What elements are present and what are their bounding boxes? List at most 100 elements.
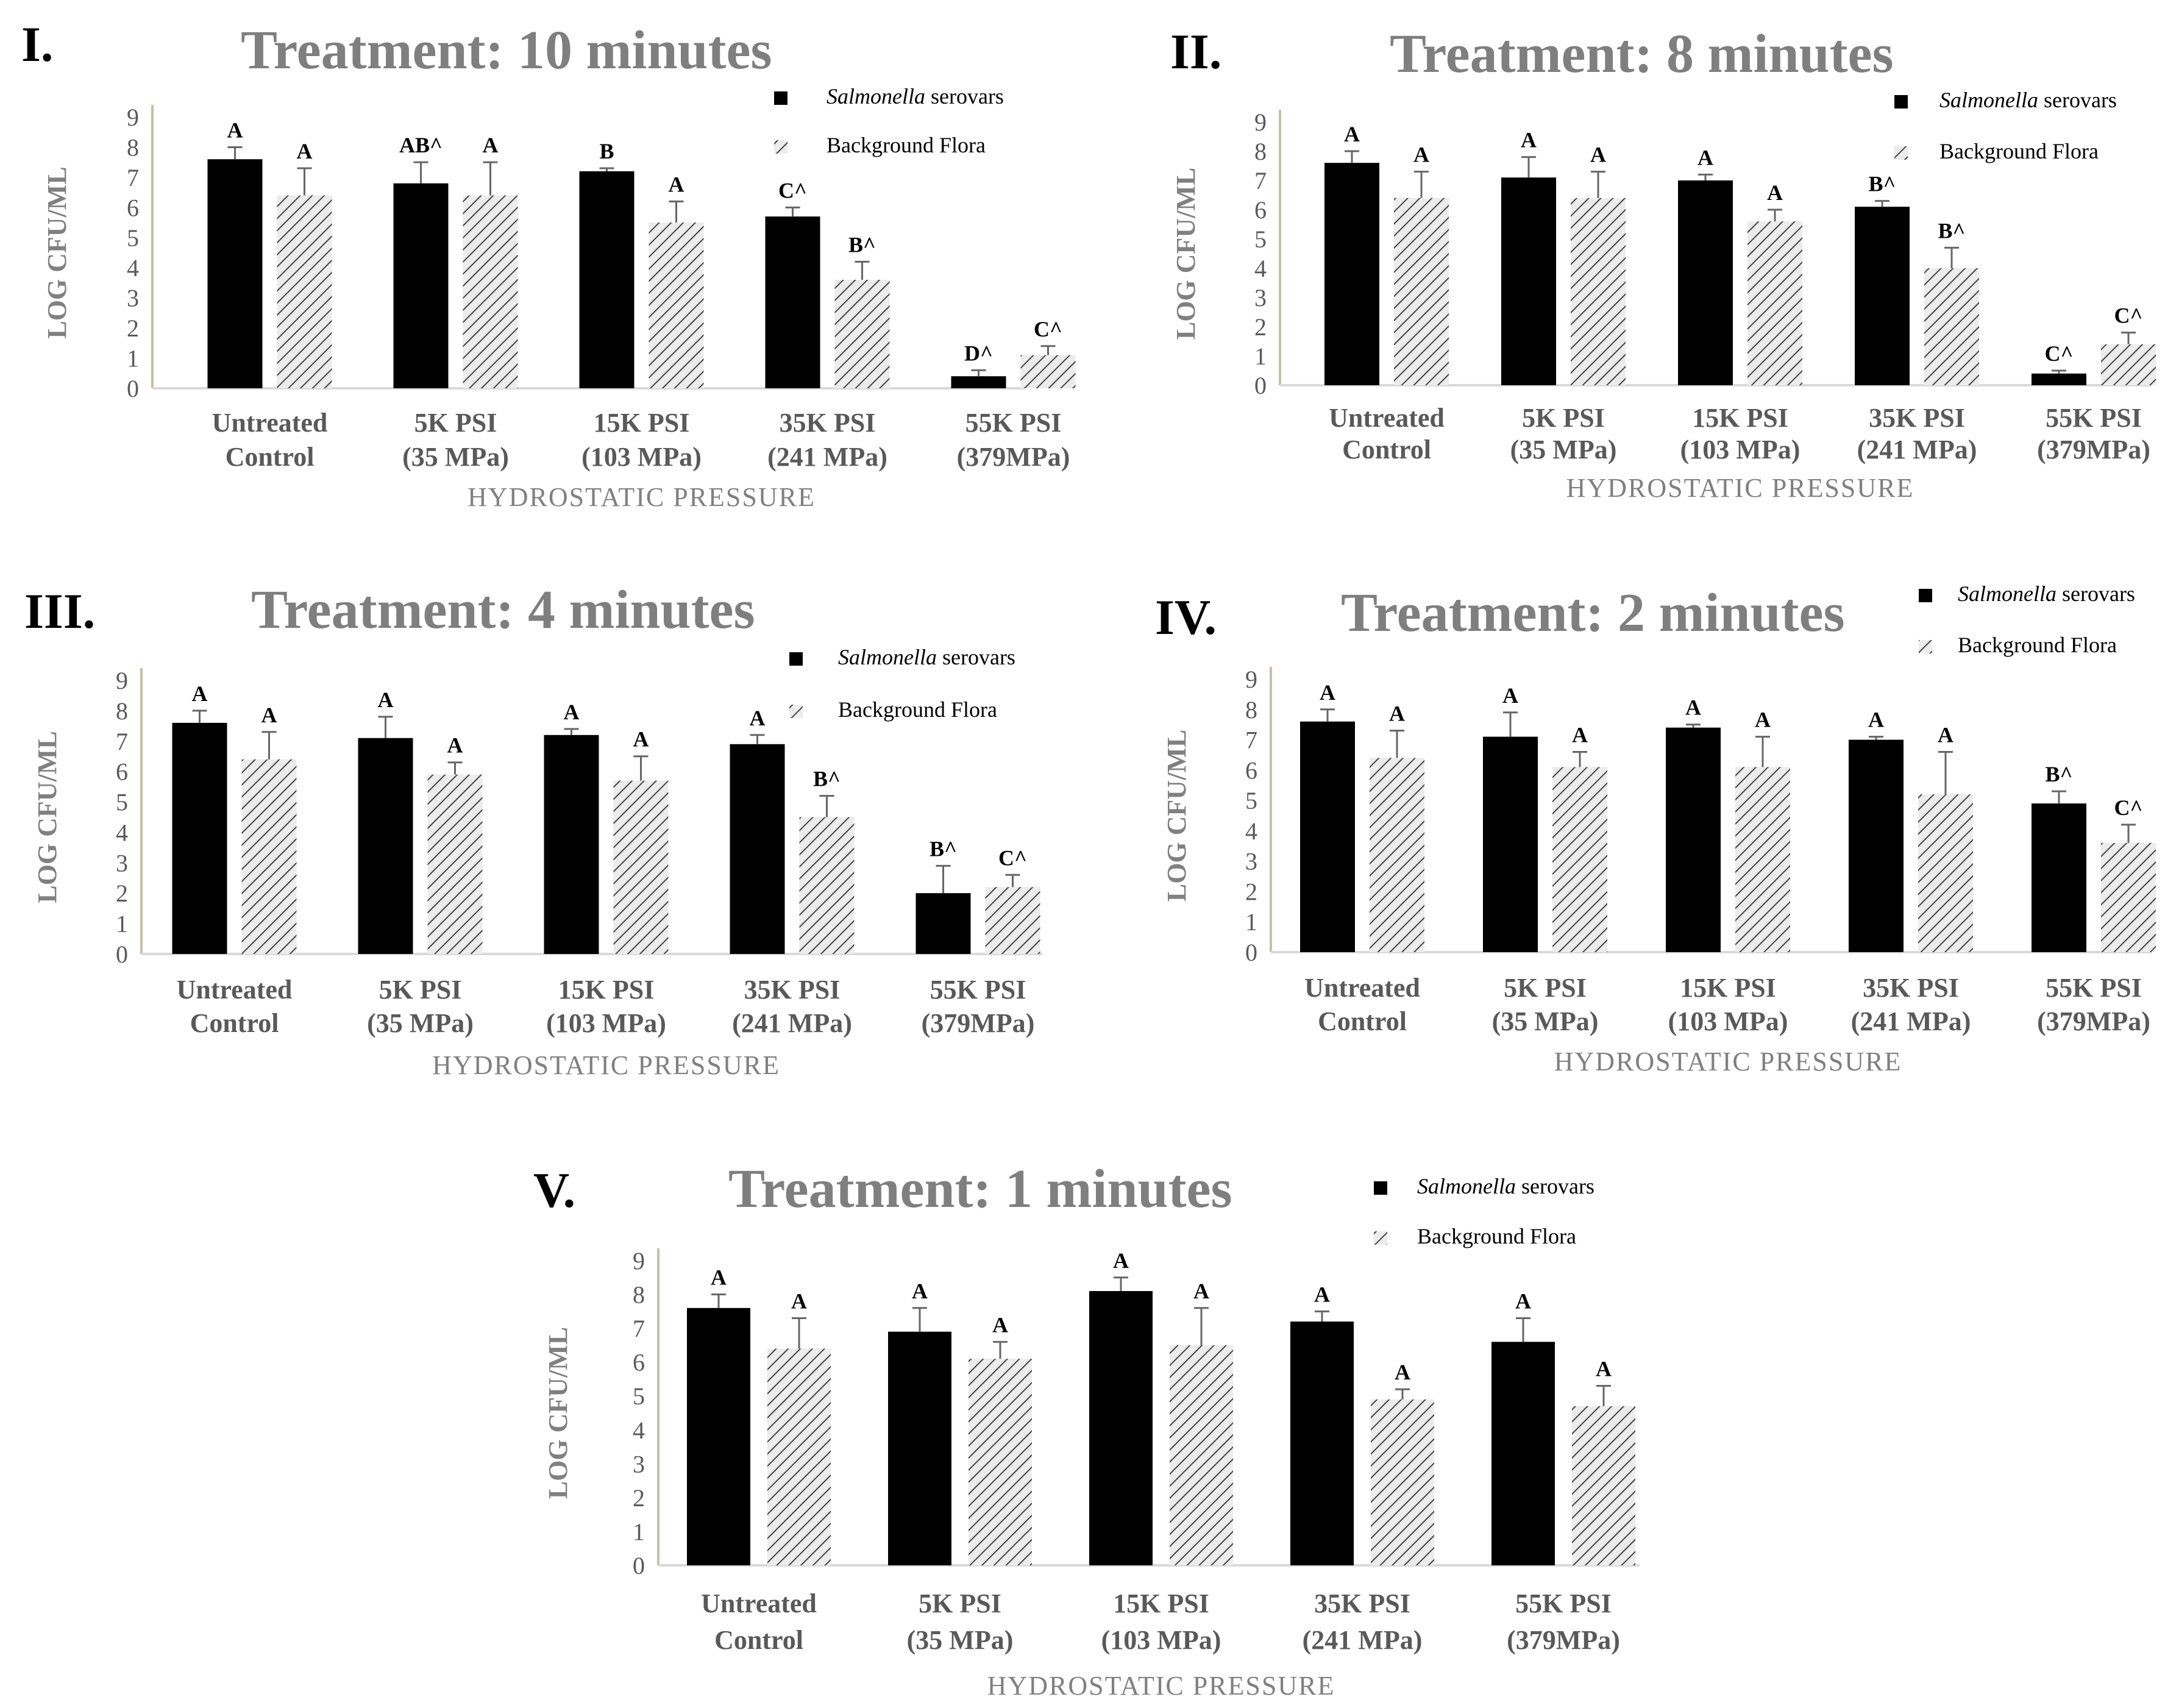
significance-letter: A (1515, 1289, 1531, 1313)
bar-salmonella (2032, 373, 2086, 385)
x-tick-label: 5K PSI (414, 408, 497, 438)
legend-label-background-flora: Background Flora (1417, 1224, 1576, 1248)
x-tick-label: (35 MPa) (907, 1625, 1014, 1655)
bar-salmonella (1483, 736, 1538, 952)
significance-letter: A (633, 727, 649, 752)
bar-background-flora (799, 817, 855, 954)
y-tick-label: 5 (127, 224, 139, 252)
legend-swatch-background-flora (1894, 146, 1908, 160)
bar-salmonella (1324, 163, 1379, 385)
y-tick-label: 2 (1245, 878, 1257, 905)
significance-letter: A (1685, 696, 1701, 720)
bar-background-flora (649, 222, 704, 388)
bar-salmonella (358, 738, 413, 954)
significance-letter: B^ (1869, 172, 1896, 196)
x-tick-label: (379MPa) (957, 442, 1070, 472)
legend-swatch-salmonella (1919, 589, 1932, 602)
y-tick-label: 9 (116, 667, 128, 694)
x-axis-label: HYDROSTATIC PRESSURE (987, 1671, 1335, 1701)
bar-salmonella (888, 1331, 951, 1565)
panel-label: V. (533, 1162, 575, 1218)
significance-letter: A (1413, 143, 1429, 167)
y-axis-label: LOG CFU/ML (1162, 730, 1192, 902)
significance-letter: C^ (2045, 341, 2074, 366)
y-tick-label: 3 (1245, 848, 1257, 875)
significance-letter: A (1868, 708, 1884, 732)
bar-salmonella (2032, 803, 2086, 952)
x-tick-label: Untreated (1329, 403, 1445, 433)
legend-salmonella-italic: Salmonella (1958, 582, 2057, 606)
bar-background-flora (969, 1359, 1032, 1565)
x-tick-label: 15K PSI (558, 975, 655, 1005)
x-tick-label: 15K PSI (1680, 973, 1776, 1003)
x-tick-label: 15K PSI (1692, 403, 1788, 433)
significance-letter: B^ (2046, 762, 2073, 786)
x-tick-label: (379MPa) (2037, 1006, 2150, 1036)
y-tick-label: 2 (1254, 313, 1267, 341)
x-tick-label: (103 MPa) (1680, 435, 1801, 464)
y-tick-label: 1 (1245, 908, 1257, 936)
x-tick-label: 55K PSI (2046, 403, 2142, 433)
significance-letter: A (378, 688, 394, 712)
x-tick-label: (103 MPa) (546, 1008, 666, 1038)
legend: Salmonella serovars Background Flora (1894, 88, 2117, 163)
significance-letter: B^ (1938, 218, 1966, 243)
x-tick-label: (241 MPa) (1303, 1625, 1423, 1655)
legend-salmonella-italic: Salmonella (827, 84, 925, 109)
significance-letter: A (1521, 128, 1537, 152)
legend-swatch-salmonella (774, 91, 787, 105)
panel-label: IV. (1155, 589, 1217, 645)
x-tick-label: Untreated (1304, 973, 1420, 1003)
y-tick-label: 8 (1245, 696, 1257, 724)
y-tick-label: 8 (127, 133, 139, 161)
x-tick-label: Untreated (177, 975, 293, 1005)
significance-letter: A (261, 703, 277, 727)
bar-salmonella (1501, 177, 1556, 385)
x-tick-label: (35 MPa) (1492, 1006, 1599, 1036)
significance-letter: A (1596, 1357, 1612, 1381)
y-tick-label: 8 (1254, 138, 1267, 165)
x-tick-label: (241 MPa) (1851, 1006, 1971, 1036)
x-tick-label: (35 MPa) (1510, 435, 1617, 464)
significance-letter: A (227, 118, 243, 142)
legend-salmonella-suffix: serovars (2057, 582, 2135, 606)
x-tick-label: Control (1318, 1006, 1407, 1036)
bar-salmonella (1290, 1322, 1354, 1565)
panel-label: I. (21, 16, 53, 72)
x-tick-label: (241 MPa) (1857, 435, 1977, 464)
significance-letter: C^ (998, 845, 1027, 870)
bar-salmonella (1678, 180, 1733, 385)
y-tick-label: 1 (1254, 343, 1267, 370)
bar-background-flora (463, 195, 518, 388)
significance-letter: A (992, 1312, 1008, 1337)
chart-panel-3: III. Treatment: 4 minutes 0 1 2 3 4 5 6 7 8 9 LOG CF… (24, 580, 1042, 1080)
y-tick-label: 7 (633, 1315, 645, 1342)
x-tick-label: (241 MPa) (732, 1008, 852, 1038)
x-tick-label: 15K PSI (1113, 1589, 1209, 1618)
legend-salmonella-italic: Salmonella (1417, 1174, 1516, 1198)
y-tick-label: 8 (116, 697, 128, 725)
y-tick-label: 4 (127, 254, 139, 282)
bar-background-flora (1747, 221, 1802, 385)
x-tick-label: 5K PSI (1522, 403, 1605, 433)
panel-label: III. (24, 583, 95, 639)
y-tick-label: 9 (127, 104, 139, 131)
x-tick-label: 55K PSI (2046, 973, 2142, 1003)
bar-salmonella (730, 744, 785, 954)
legend-swatch-background-flora (789, 705, 803, 718)
x-tick-label: Untreated (212, 408, 328, 438)
chart-panel-5: V. Treatment: 1 minutes 0 1 2 3 4 5 6 7 8 9 LOG CFU/… (533, 1159, 1640, 1701)
x-tick-label: (241 MPa) (767, 442, 887, 472)
y-tick-label: 6 (633, 1349, 645, 1376)
y-tick-label: 3 (127, 285, 139, 312)
significance-letter: A (912, 1279, 928, 1303)
y-tick-label: 1 (127, 345, 139, 372)
y-tick-label: 4 (1254, 255, 1267, 282)
bar-salmonella (951, 376, 1006, 388)
bar-background-flora (241, 759, 297, 954)
bar-background-flora (1370, 758, 1424, 952)
chart-title: Treatment: 8 minutes (1390, 24, 1894, 84)
x-tick-label: 55K PSI (1515, 1589, 1612, 1618)
legend-label-background-flora: Background Flora (1958, 633, 2117, 657)
